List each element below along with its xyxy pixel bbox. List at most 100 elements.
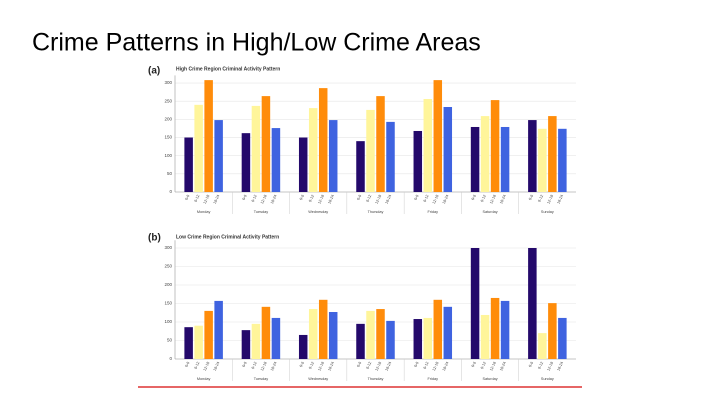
bar xyxy=(356,323,365,359)
x-sub-label: 6-12 xyxy=(480,361,487,370)
bar xyxy=(480,116,490,192)
x-sub-label: 0-6 xyxy=(356,361,362,368)
bar xyxy=(558,317,567,359)
y-tick-label: 100 xyxy=(164,153,172,158)
x-sub-label: 18-24 xyxy=(556,194,564,204)
x-sub-label: 18-24 xyxy=(442,194,450,204)
bar xyxy=(214,120,223,192)
x-tick-label: Monday xyxy=(197,210,211,214)
bar xyxy=(261,306,271,359)
bar xyxy=(480,314,490,359)
bar xyxy=(328,312,338,359)
x-sub-label: 6-12 xyxy=(423,194,430,203)
x-sub-label: 6-12 xyxy=(537,194,544,203)
y-tick-label: 150 xyxy=(164,301,172,306)
x-tick-label: Thursday xyxy=(368,377,384,381)
x-sub-label: 12-18 xyxy=(375,361,383,371)
x-tick-label: Thursday xyxy=(368,210,384,214)
x-sub-label: 18-24 xyxy=(499,361,507,371)
bar xyxy=(271,128,281,192)
bar xyxy=(443,107,453,192)
bar xyxy=(500,300,510,359)
x-sub-label: 12-18 xyxy=(432,194,440,204)
bar xyxy=(251,323,261,359)
bar xyxy=(423,99,433,192)
bar xyxy=(318,88,328,192)
x-sub-label: 0-6 xyxy=(356,194,362,201)
bar xyxy=(500,126,510,192)
bar xyxy=(356,141,365,192)
x-sub-label: 18-24 xyxy=(499,194,507,204)
slide-title: Crime Patterns in High/Low Crime Areas xyxy=(32,29,481,57)
bar xyxy=(470,126,480,192)
bar xyxy=(204,310,213,359)
bar xyxy=(261,96,271,192)
bar xyxy=(194,104,203,192)
bar xyxy=(548,303,557,359)
y-tick-label: 200 xyxy=(164,117,172,122)
y-tick-label: 50 xyxy=(167,171,173,176)
x-tick-label: Sunday xyxy=(541,210,554,214)
y-tick-label: 200 xyxy=(164,282,172,287)
x-sub-label: 18-24 xyxy=(556,361,564,371)
x-tick-label: Friday xyxy=(428,377,439,381)
bar xyxy=(298,334,308,359)
bar xyxy=(490,100,500,192)
x-sub-label: 6-12 xyxy=(537,361,544,370)
x-sub-label: 0-6 xyxy=(185,194,191,201)
bar xyxy=(470,248,480,359)
x-tick-label: Tuesday xyxy=(254,377,269,381)
x-sub-label: 18-24 xyxy=(327,361,335,371)
x-sub-label: 12-18 xyxy=(203,194,211,204)
x-sub-label: 12-18 xyxy=(317,194,325,204)
chart-title: Low Crime Region Criminal Activity Patte… xyxy=(176,234,279,240)
x-tick-label: Friday xyxy=(428,210,439,214)
x-sub-label: 6-12 xyxy=(308,194,315,203)
x-sub-label: 6-12 xyxy=(251,361,258,370)
x-sub-label: 0-6 xyxy=(471,194,477,201)
bar xyxy=(241,133,251,192)
y-tick-label: 100 xyxy=(164,319,172,324)
y-tick-label: 250 xyxy=(164,264,172,269)
bar xyxy=(413,130,423,192)
bar xyxy=(548,116,557,192)
x-sub-label: 18-24 xyxy=(385,194,393,204)
bar xyxy=(538,333,547,359)
x-sub-label: 0-6 xyxy=(242,194,248,201)
x-tick-label: Tuesday xyxy=(254,210,269,214)
bar xyxy=(423,317,433,359)
x-sub-label: 6-12 xyxy=(365,194,372,203)
x-sub-label: 12-18 xyxy=(203,361,211,371)
bar xyxy=(528,120,537,192)
x-sub-label: 6-12 xyxy=(365,361,372,370)
x-sub-label: 0-6 xyxy=(414,194,420,201)
x-sub-label: 18-24 xyxy=(270,361,278,371)
x-sub-label: 12-18 xyxy=(317,361,325,371)
x-sub-label: 12-18 xyxy=(260,194,268,204)
x-sub-label: 18-24 xyxy=(327,194,335,204)
y-tick-label: 0 xyxy=(169,189,172,194)
bar xyxy=(386,320,395,359)
bar xyxy=(433,80,443,192)
bar xyxy=(376,96,385,192)
bar xyxy=(538,128,547,192)
y-tick-label: 50 xyxy=(167,338,173,343)
x-sub-label: 6-12 xyxy=(480,194,487,203)
chart-title: High Crime Region Criminal Activity Patt… xyxy=(176,66,280,72)
bar xyxy=(184,327,193,359)
x-sub-label: 12-18 xyxy=(546,361,554,371)
bar xyxy=(241,330,251,359)
bar xyxy=(528,248,537,359)
x-sub-label: 12-18 xyxy=(260,361,268,371)
x-sub-label: 18-24 xyxy=(213,361,221,371)
bar xyxy=(204,80,213,192)
bar xyxy=(413,319,423,359)
bar xyxy=(214,300,223,359)
bar xyxy=(366,109,375,192)
bar xyxy=(433,299,443,359)
x-tick-label: Sunday xyxy=(541,377,554,381)
panel-label: (b) xyxy=(148,233,161,244)
x-tick-label: Monday xyxy=(197,377,211,381)
